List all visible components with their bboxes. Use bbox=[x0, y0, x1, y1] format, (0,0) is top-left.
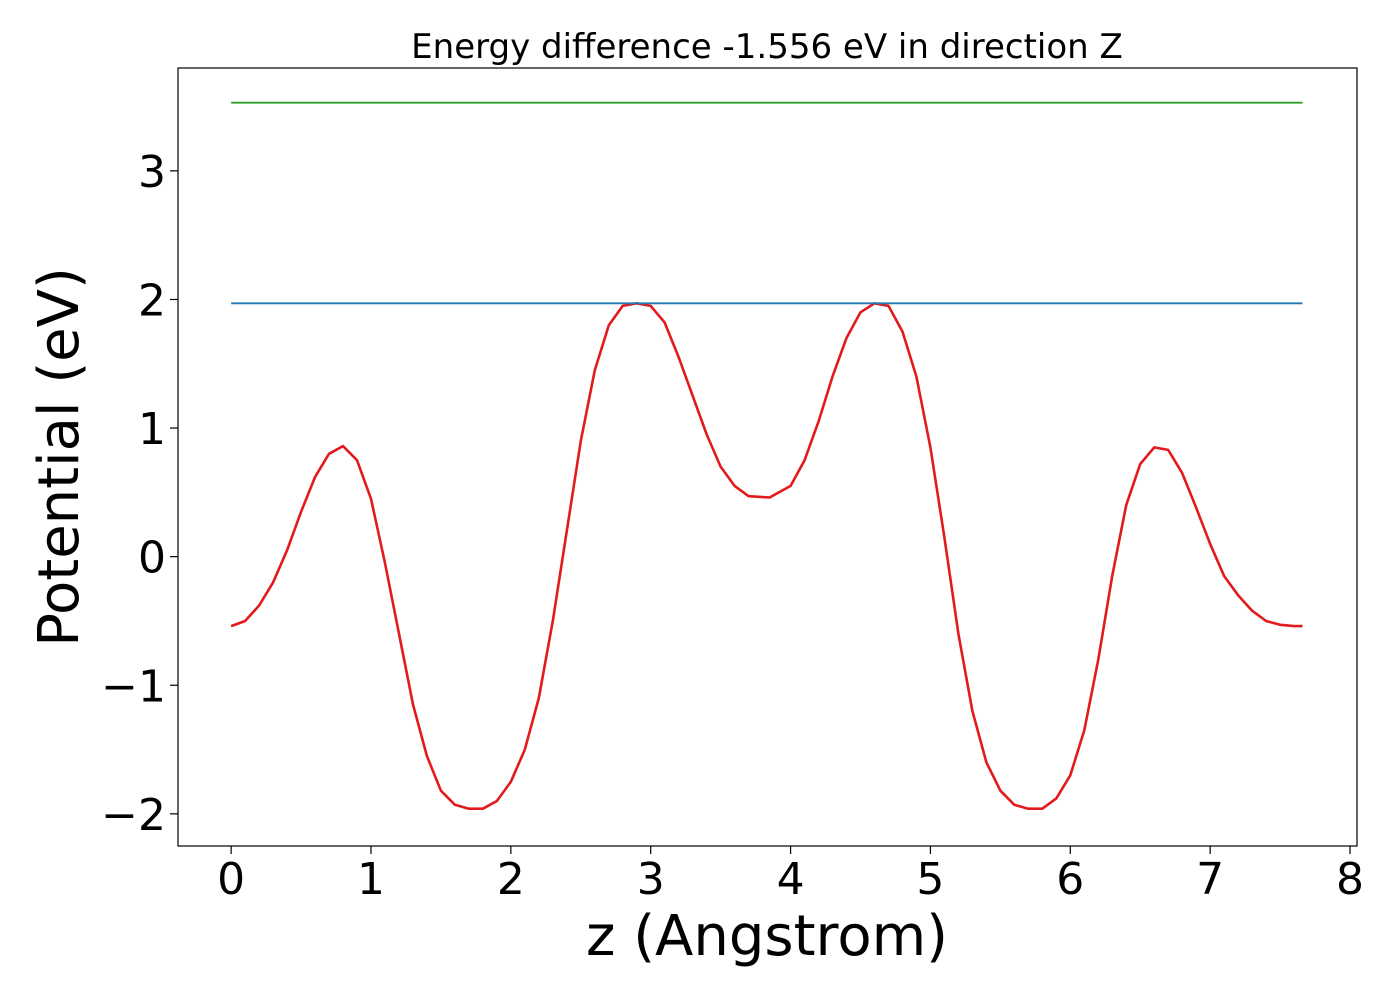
series-layer bbox=[230, 101, 1303, 811]
y-tick-label: 2 bbox=[138, 275, 166, 326]
chart-title: Energy difference -1.556 eV in direction… bbox=[411, 27, 1123, 67]
x-axis-label: z (Angstrom) bbox=[586, 904, 948, 969]
y-tick-label: 3 bbox=[138, 147, 166, 198]
y-tick-label: 1 bbox=[138, 404, 166, 455]
x-tick-label: 8 bbox=[1336, 854, 1364, 905]
x-tick-label: 6 bbox=[1056, 854, 1084, 905]
y-tick-label: 0 bbox=[138, 533, 166, 584]
plot-area bbox=[177, 67, 1358, 847]
x-axis-ticks: 0 1 2 3 4 5 6 7 8 bbox=[217, 846, 1364, 905]
axes-frame bbox=[177, 67, 1358, 847]
y-axis-ticks: −2 −1 0 1 2 3 bbox=[101, 147, 178, 841]
x-tick-label: 3 bbox=[637, 854, 665, 905]
series-line-0 bbox=[230, 301, 1303, 811]
x-tick-label: 0 bbox=[217, 854, 245, 905]
y-tick-label: −2 bbox=[101, 790, 166, 841]
x-tick-label: 7 bbox=[1196, 854, 1224, 905]
x-tick-label: 4 bbox=[777, 854, 805, 905]
x-tick-label: 5 bbox=[916, 854, 944, 905]
x-tick-label: 2 bbox=[497, 854, 525, 905]
x-tick-label: 1 bbox=[357, 854, 385, 905]
y-tick-label: −1 bbox=[101, 661, 166, 712]
y-axis-label: Potential (eV) bbox=[27, 267, 92, 647]
